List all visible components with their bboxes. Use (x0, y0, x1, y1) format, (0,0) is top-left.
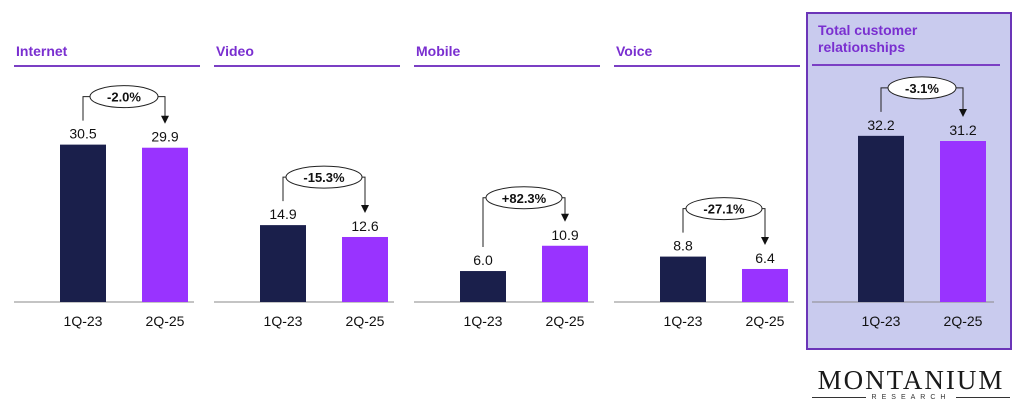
logo-rule-right (956, 397, 1010, 398)
bar-2q-25 (742, 268, 788, 302)
bar-chart-svg: 6.0 1Q-23 10.9 2Q-25 +82.3% (414, 186, 594, 329)
bar-1q-23 (60, 144, 106, 302)
value-label: 14.9 (269, 206, 296, 222)
x-tick-label: 2Q-25 (146, 313, 185, 329)
change-arrow-icon (161, 115, 169, 124)
change-arrow-icon (761, 236, 769, 245)
value-label: 6.4 (755, 250, 775, 266)
change-label: -27.1% (703, 202, 745, 217)
logo-subtext: RESEARCH (871, 394, 951, 401)
change-badge (485, 186, 563, 210)
change-label: -15.3% (303, 170, 345, 185)
logo-wordmark: MONTANIUM (817, 365, 1005, 395)
bar-1q-23 (660, 256, 706, 302)
panel-voice: Voice 8.8 1Q-23 6.4 2Q-25 -27.1% (614, 0, 800, 340)
panel-total-customer-relationships: Total customer relationships 32.2 1Q-23 31.… (812, 0, 1000, 340)
x-tick-label: 2Q-25 (346, 313, 385, 329)
value-label: 8.8 (673, 238, 693, 254)
panel-title: Total customer relationships (818, 22, 918, 55)
x-tick-label: 1Q-23 (664, 313, 703, 329)
value-label: 30.5 (69, 126, 96, 142)
bar-1q-23 (460, 271, 506, 302)
change-badge (89, 85, 159, 109)
panel-title: Mobile (416, 43, 461, 59)
panel-title: Internet (16, 43, 68, 59)
change-arrow-icon (561, 213, 569, 222)
x-tick-label: 1Q-23 (264, 313, 303, 329)
value-label: 29.9 (151, 129, 178, 145)
bar-2q-25 (940, 141, 986, 302)
bar-2q-25 (342, 236, 388, 302)
change-arrow-icon (959, 109, 967, 118)
panel-video: Video 14.9 1Q-23 12.6 2Q-25 -15.3% (214, 0, 400, 340)
panel-title-rule (614, 65, 800, 67)
bar-chart-svg: 14.9 1Q-23 12.6 2Q-25 -15.3% (214, 165, 394, 329)
x-tick-label: 1Q-23 (64, 313, 103, 329)
panel-internet: Internet 30.5 1Q-23 29.9 2Q-25 -2.0% (14, 0, 200, 340)
change-badge (685, 197, 763, 221)
panel-title-rule (14, 65, 200, 67)
bar-chart-svg: 30.5 1Q-23 29.9 2Q-25 -2.0% (14, 85, 194, 329)
panel-title: Voice (616, 43, 653, 59)
logo-rule-left (812, 397, 866, 398)
x-tick-label: 1Q-23 (862, 313, 901, 329)
panel-title-rule (812, 64, 1000, 66)
bar-1q-23 (858, 135, 904, 302)
change-label: +82.3% (502, 191, 547, 206)
panel-title-rule (214, 65, 400, 67)
change-badge (887, 76, 957, 100)
bar-2q-25 (142, 147, 188, 302)
value-label: 6.0 (473, 252, 493, 268)
panel-title-rule (414, 65, 600, 67)
panel-mobile: Mobile 6.0 1Q-23 10.9 2Q-25 +82.3% (414, 0, 600, 340)
x-tick-label: 2Q-25 (944, 313, 983, 329)
montanium-logo: MONTANIUM RESEARCH (812, 366, 1010, 401)
logo-subline: RESEARCH (812, 394, 1010, 401)
change-label: -2.0% (107, 90, 141, 105)
value-label: 10.9 (551, 227, 578, 243)
bar-2q-25 (542, 245, 588, 302)
value-label: 31.2 (949, 122, 976, 138)
x-tick-label: 1Q-23 (464, 313, 503, 329)
x-tick-label: 2Q-25 (546, 313, 585, 329)
bar-chart-svg: 8.8 1Q-23 6.4 2Q-25 -27.1% (614, 197, 794, 329)
change-label: -3.1% (905, 81, 939, 96)
value-label: 12.6 (351, 218, 378, 234)
bar-chart-svg: 32.2 1Q-23 31.2 2Q-25 -3.1% (812, 76, 994, 329)
x-tick-label: 2Q-25 (746, 313, 785, 329)
change-arrow-icon (361, 204, 369, 213)
value-label: 32.2 (867, 117, 894, 133)
change-badge (285, 165, 363, 189)
bar-1q-23 (260, 225, 306, 302)
panel-title: Video (216, 43, 254, 59)
